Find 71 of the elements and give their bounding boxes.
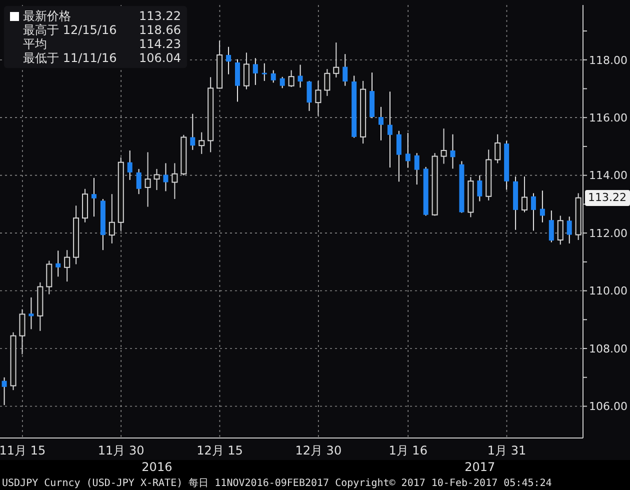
candlestick [154,168,160,191]
candlestick [405,132,410,168]
annotation: 最低于 11/11/16 [23,51,118,65]
candlestick [324,68,330,96]
annotation: 106.04 [139,51,181,65]
x-tick-label: 1月 16 [388,444,428,458]
text: 113.22 [585,190,630,206]
candlestick [172,162,178,200]
candlestick [136,168,142,195]
candlestick [144,152,151,208]
annotation: 最新价格 [23,9,72,23]
x-tick-label: 12月 15 [196,444,243,458]
annotation: 113.22 [139,9,181,23]
y-tick-label: 108.00 [589,342,628,356]
x-tick-label: 1月 31 [487,444,526,458]
x-tick-label: 11月 30 [98,444,144,458]
candlestick [557,215,564,246]
candlestick [387,91,392,168]
candlestick [566,216,572,244]
x-tick-label: 11月 15 [0,444,46,458]
text: 2017 [464,460,496,474]
candlestick [234,58,240,102]
y-tick-label: 112.00 [589,226,628,240]
y-tick-label: 110.00 [589,284,628,298]
candlestick [19,308,26,355]
candlestick [28,296,34,330]
candlestick [56,250,61,278]
candlestick [315,80,322,116]
candlestick [414,152,420,186]
candlestick [252,58,258,86]
candlestick [243,52,250,90]
annotation: 118.66 [139,23,181,37]
candlestick [64,250,70,282]
candlestick [378,106,384,141]
annotation: 最高于 12/15/16 [23,23,118,37]
candlestick [522,176,528,213]
candlestick [262,62,267,82]
candlestick [494,134,501,164]
candlestick [530,192,536,232]
y-tick-label: 114.00 [589,169,628,182]
text: 2016 [140,460,174,474]
x-tick-label: 12月 30 [295,444,342,458]
y-tick-label: 116.00 [589,111,628,124]
candlestick [440,128,447,164]
candlestick [396,130,402,182]
candlestick [46,260,52,295]
candlestick [306,80,312,112]
candlestick [450,134,456,170]
text: USDJPY Curncy (USD-JPY X-RATE) 每日 11NOV2016-09FEB2017 Copyright© 2017 10-Feb-2017 05:45:24 [2,477,552,490]
candlestick [548,210,554,243]
candlestick [163,162,168,192]
candlestick [226,46,232,75]
annotation: 114.23 [139,37,181,51]
candlestick [342,54,348,86]
annotation: 平均 [23,37,48,51]
candlestick [190,113,196,150]
candlestick [540,190,545,223]
candlestick [280,76,285,89]
candlestick [298,64,303,88]
candlestick [288,70,294,88]
candlestick [91,177,96,218]
candlestick [198,132,205,154]
y-tick-label: 118.00 [589,54,628,67]
candlestick [2,376,7,406]
candlestick [108,194,115,244]
candlestick [270,70,276,84]
y-tick-label: 106.00 [589,400,628,414]
candlestick [333,42,340,78]
candlestick [127,150,132,180]
candlestick [477,174,482,202]
candlestick [82,188,88,223]
